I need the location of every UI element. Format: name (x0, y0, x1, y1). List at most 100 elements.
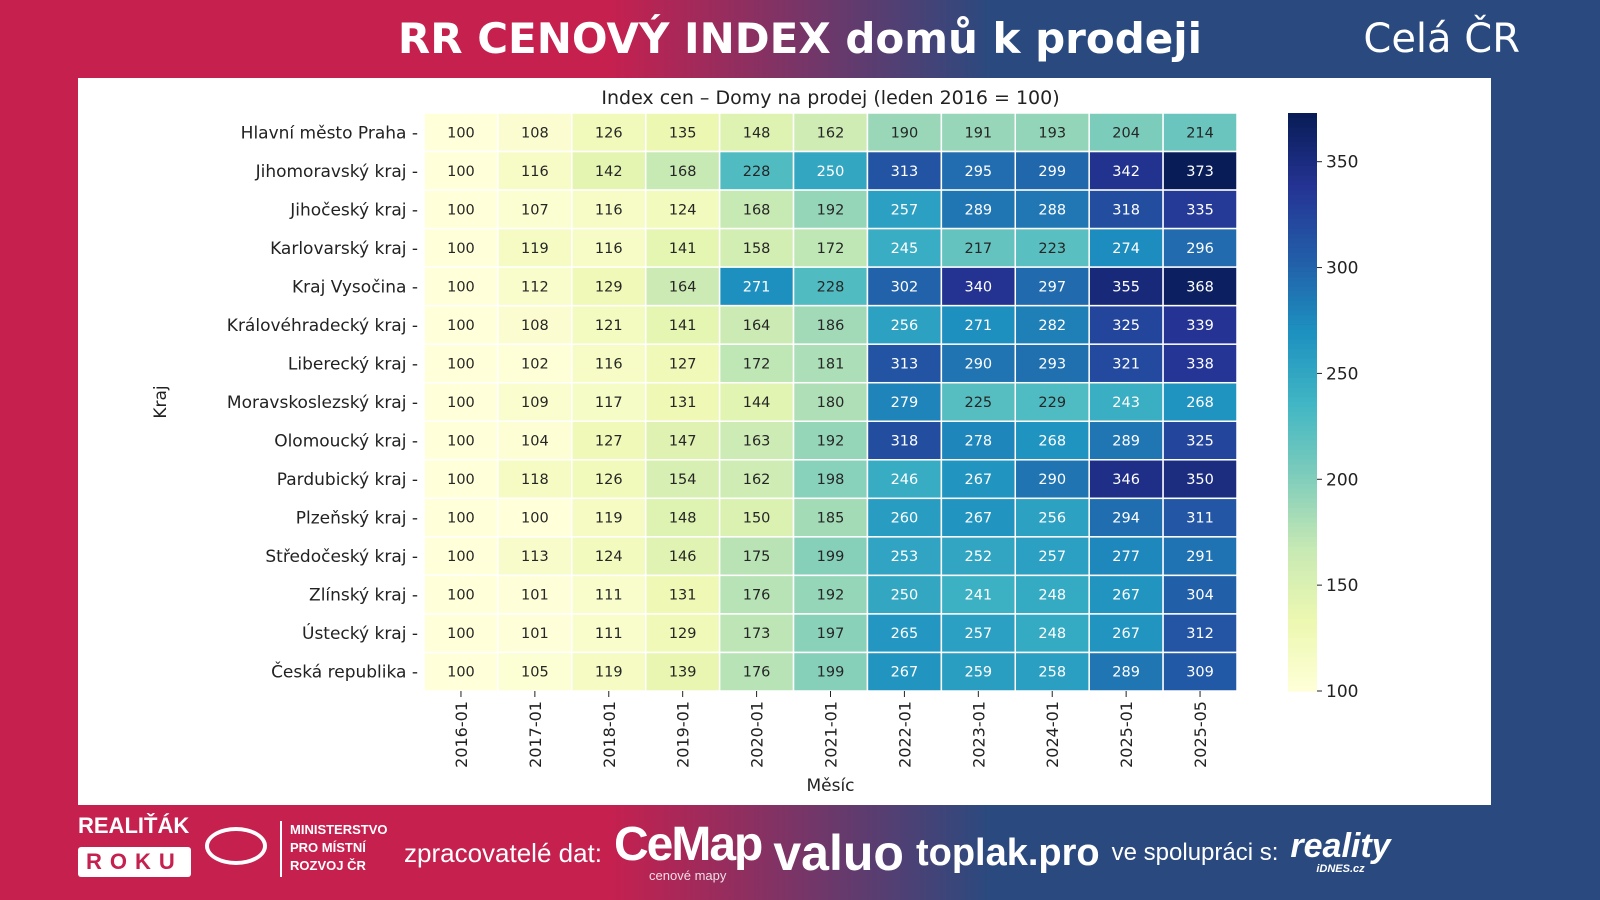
cell-value-label: 172 (817, 241, 845, 257)
chart-title: Index cen – Domy na prodej (leden 2016 =… (601, 87, 1059, 109)
x-tick-label: 2022-01 (895, 701, 914, 768)
cell-value-label: 267 (964, 511, 992, 527)
heatmap-cell (1162, 343, 1238, 384)
heatmap-cell (571, 343, 647, 384)
colorbar-segment (1288, 214, 1317, 220)
cell-value-label: 204 (1112, 125, 1140, 141)
cell-value-label: 100 (447, 318, 475, 334)
heatmap-cell (866, 266, 943, 307)
heatmap-cell (571, 227, 647, 268)
cell-value-label: 279 (891, 395, 919, 411)
ministry-line: PRO MÍSTNÍ (290, 840, 366, 855)
cell-value-label: 350 (1186, 472, 1214, 488)
cooperation-label: ve spolupráci s: (1111, 838, 1279, 866)
heatmap-cell (497, 613, 573, 654)
colorbar-tick-label: 150 (1326, 576, 1358, 596)
toplak-logo-text: toplak.pro (915, 831, 1100, 874)
cell-value-label: 111 (595, 588, 623, 604)
colorbar-segment (1288, 180, 1317, 186)
heatmap-cell (718, 536, 795, 577)
colorbar-segment (1288, 638, 1317, 644)
heatmap-chart: Index cen – Domy na prodej (leden 2016 =… (151, 87, 1358, 796)
cell-value-label: 101 (521, 588, 549, 604)
cell-value-label: 129 (669, 626, 697, 642)
heatmap-cell (940, 613, 1017, 654)
cell-value-label: 126 (595, 472, 623, 488)
heatmap-cell (1162, 266, 1238, 307)
heatmap-cell (1088, 343, 1164, 384)
colorbar-segment (1288, 474, 1317, 480)
heatmap-cell (718, 613, 795, 654)
colorbar-segment (1288, 190, 1317, 196)
y-tick-label: Královéhradecký kraj - (227, 316, 418, 336)
x-axis-label: Měsíc (806, 776, 854, 796)
cell-value-label: 176 (743, 588, 771, 604)
colorbar-segment (1288, 339, 1317, 345)
x-tick-label: 2025-01 (1117, 701, 1136, 768)
cell-value-label: 290 (964, 356, 992, 372)
cell-value-label: 268 (1038, 434, 1066, 450)
colorbar-segment (1288, 411, 1317, 418)
colorbar-segment (1288, 589, 1317, 596)
cell-value-label: 282 (1038, 318, 1066, 334)
cell-value-label: 277 (1112, 549, 1140, 565)
cell-value-label: 250 (817, 164, 845, 180)
y-tick-label: Liberecký kraj - (288, 354, 418, 374)
cell-value-label: 127 (669, 356, 697, 372)
heatmap-cell (423, 651, 499, 692)
cell-value-label: 100 (447, 511, 475, 527)
heatmap-cell (718, 189, 795, 230)
cell-value-label: 146 (669, 549, 697, 565)
colorbar-segment (1288, 613, 1317, 620)
colorbar-segment (1288, 445, 1317, 451)
colorbar-segment (1288, 498, 1317, 504)
colorbar-segment (1288, 594, 1317, 601)
colorbar-segment (1288, 575, 1317, 581)
heatmap-cell (792, 150, 869, 191)
colorbar-segment (1288, 175, 1317, 182)
cell-value-label: 108 (521, 125, 549, 141)
colorbar-segment (1288, 430, 1317, 437)
cell-value-label: 119 (521, 241, 549, 257)
cell-value-label: 199 (817, 665, 845, 681)
heatmap-cell (1162, 574, 1238, 615)
heatmap-cell (792, 574, 869, 615)
heatmap-cell (1088, 150, 1164, 191)
cell-value-label: 267 (1112, 626, 1140, 642)
colorbar-segment (1288, 517, 1317, 524)
heatmap-cell (792, 343, 869, 384)
cell-value-label: 186 (817, 318, 845, 334)
colorbar-segment (1288, 185, 1317, 191)
colorbar-segment (1288, 252, 1317, 259)
colorbar-segment (1288, 204, 1317, 210)
colorbar-segment (1288, 503, 1317, 509)
y-tick-label: Hlavní město Praha - (241, 123, 418, 143)
colorbar-segment (1288, 368, 1317, 374)
cell-value-label: 144 (743, 395, 771, 411)
cell-value-label: 191 (964, 125, 992, 141)
heatmap-cell (497, 343, 573, 384)
cell-value-label: 290 (1038, 472, 1066, 488)
colorbar-segment (1288, 209, 1317, 215)
cell-value-label: 267 (1112, 588, 1140, 604)
colorbar-segment (1288, 483, 1317, 490)
cell-value-label: 118 (521, 472, 549, 488)
colorbar-segment (1288, 300, 1317, 307)
cell-value-label: 100 (447, 202, 475, 218)
heatmap-cell (866, 574, 943, 615)
heatmap-cell (718, 150, 795, 191)
cell-value-label: 265 (891, 626, 919, 642)
cell-value-label: 124 (669, 202, 697, 218)
heatmap-cell (1014, 189, 1090, 230)
cell-value-label: 119 (595, 511, 623, 527)
colorbar-segment (1288, 127, 1317, 133)
cell-value-label: 112 (521, 279, 549, 295)
colorbar-tick-label: 250 (1326, 364, 1358, 384)
ministry-line: ROZVOJ ČR (290, 858, 366, 873)
heatmap-cell (866, 343, 943, 384)
colorbar-tick-label: 300 (1326, 259, 1358, 279)
colorbar-segment (1288, 666, 1317, 673)
cell-value-label: 168 (669, 164, 697, 180)
cell-value-label: 176 (743, 665, 771, 681)
cell-value-label: 192 (817, 202, 845, 218)
